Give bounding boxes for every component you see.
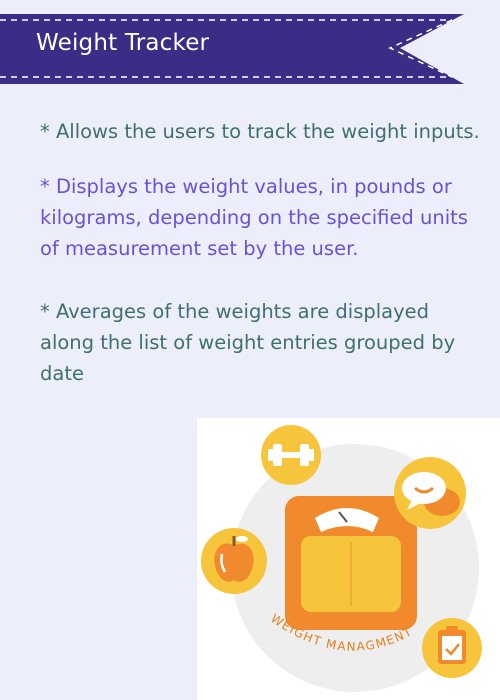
scale-icon [285, 496, 417, 630]
feature-list: * Allows the users to track the weight i… [40, 116, 480, 389]
dumbbell-icon [261, 425, 321, 485]
feature-track-weight: * Allows the users to track the weight i… [40, 120, 480, 143]
page-title: Weight Tracker [36, 30, 210, 56]
ribbon-shape [0, 14, 464, 84]
chat-bubbles-icon [394, 457, 466, 529]
title-banner: Weight Tracker [0, 14, 470, 84]
feature-averages: * Averages of the weights are displayed … [40, 300, 456, 385]
apple-icon [201, 528, 267, 594]
weight-management-illustration: WEIGHT MANAGMENT [197, 418, 500, 700]
feature-units: * Displays the weight values, in pounds … [40, 175, 468, 260]
clipboard-check-icon [422, 618, 482, 678]
